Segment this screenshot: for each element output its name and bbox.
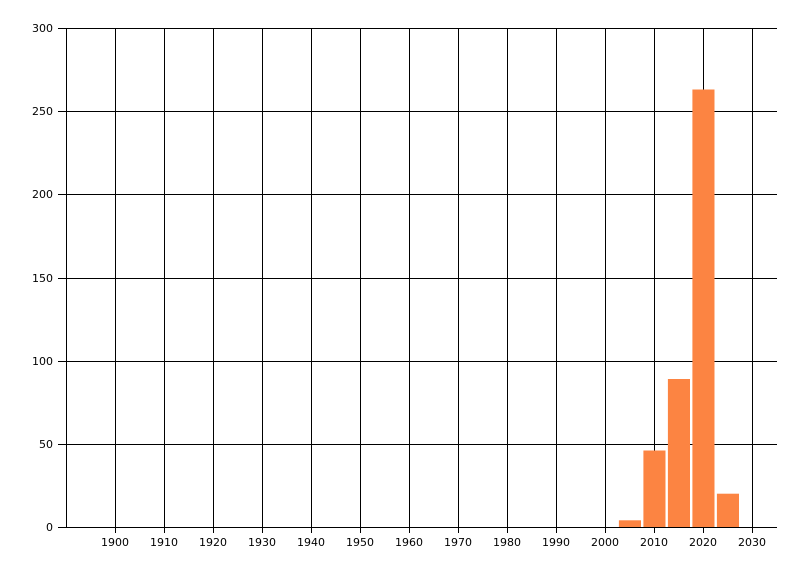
x-tick-label: 1950 xyxy=(346,536,374,549)
y-tick-label: 0 xyxy=(46,521,53,534)
x-tick-label: 1980 xyxy=(493,536,521,549)
x-tick-label: 1960 xyxy=(395,536,423,549)
y-tick-label: 300 xyxy=(32,22,53,35)
x-tick-label: 1940 xyxy=(297,536,325,549)
x-tick-label: 1930 xyxy=(248,536,276,549)
y-tick-label: 250 xyxy=(32,105,53,118)
y-tick-label: 50 xyxy=(39,438,53,451)
y-tick-label: 150 xyxy=(32,272,53,285)
bar xyxy=(692,89,715,527)
bar xyxy=(618,520,641,527)
x-tick-label: 1990 xyxy=(542,536,570,549)
x-tick-label: 2030 xyxy=(738,536,766,549)
x-tick-label: 1970 xyxy=(444,536,472,549)
x-tick-label: 2020 xyxy=(689,536,717,549)
bar xyxy=(716,493,739,527)
y-tick-label: 100 xyxy=(32,355,53,368)
y-tick-label: 200 xyxy=(32,188,53,201)
x-tick-label: 1920 xyxy=(199,536,227,549)
x-tick-label: 2010 xyxy=(640,536,668,549)
x-tick-label: 1900 xyxy=(101,536,129,549)
x-tick-label: 1910 xyxy=(150,536,178,549)
x-tick-label: 2000 xyxy=(591,536,619,549)
bar xyxy=(643,450,666,527)
bar xyxy=(667,379,690,527)
